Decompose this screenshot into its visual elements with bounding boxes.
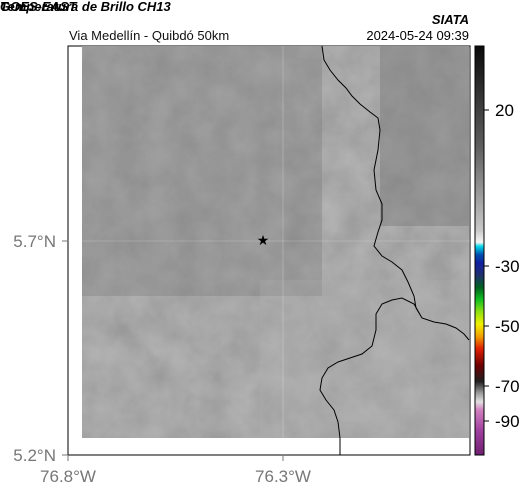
colorbar	[474, 45, 489, 456]
lon-tick-label: 76.3°W	[255, 467, 311, 486]
datetime-label: 2024-05-24 09:39	[366, 28, 469, 43]
lon-tick-label: 76.8°W	[40, 467, 96, 486]
organization-label: SIATA	[431, 12, 469, 27]
department-boundary	[319, 45, 470, 455]
route-label: Via Medellín - Quibdó 50km	[69, 28, 230, 43]
colorbar-tick-label: -30	[495, 257, 520, 276]
colorbar-tick-label: -90	[495, 412, 520, 431]
satellite-title: GOES-EAST	[0, 0, 77, 14]
lat-tick-label: 5.7°N	[13, 232, 56, 251]
colorbar-tick-label: 20	[495, 101, 514, 120]
product-title: Temperatura de Brillo CH13	[0, 0, 171, 14]
brightness-temperature-image	[82, 46, 469, 438]
colorbar-tick-label: -70	[495, 377, 520, 396]
colorbar-tick-label: -50	[495, 317, 520, 336]
lat-tick-label: 5.2°N	[13, 446, 56, 465]
star-icon: ★	[257, 232, 270, 248]
